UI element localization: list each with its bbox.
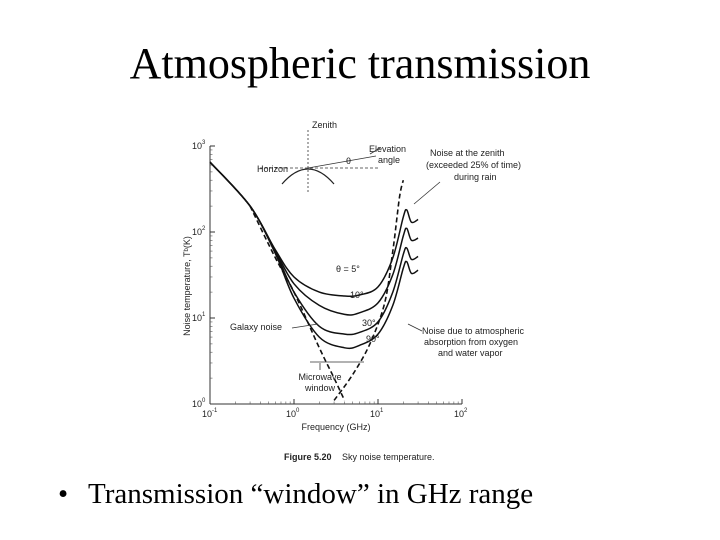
label-rain-2: (exceeded 25% of time) [426,160,521,170]
y-tick-label: 10 [192,141,202,151]
y-tick-label: 10 [192,227,202,237]
label-window: window [304,383,336,393]
x-tick-label: 10 [370,409,380,419]
series-line-4 [249,205,346,401]
y-tick-label: 10 [192,313,202,323]
bullet-text: Transmission “window” in GHz range [88,478,534,510]
x-tick-exponent: 1 [380,408,384,414]
chart-ticks: 10 010 110 210 310 -1 10 0 10 1 10 2 [192,140,468,419]
label-10-deg: 10° [350,290,364,300]
label-theta: θ [346,156,351,166]
label-30-deg: 30° [362,318,376,328]
chart-series [209,161,419,401]
label-atm-2: absorption from oxygen [424,337,518,347]
series-line-3 [209,161,419,350]
y-tick-exponent: 3 [202,140,206,146]
label-microwave: Microwave [298,372,341,382]
rain-pointer [413,181,441,205]
label-atm-1: Noise due to atmospheric [422,326,525,336]
x-tick-label: 10 [454,409,464,419]
x-axis-label: Frequency (GHz) [301,422,370,432]
galaxy-pointer [291,323,319,329]
label-theta-5: θ = 5° [336,264,360,274]
label-horizon: Horizon [257,164,288,174]
series-line-0 [209,161,419,298]
label-rain-1: Noise at the zenith [430,148,505,158]
label-rain-3: during rain [454,172,497,182]
slide-title: Atmospheric transmission [129,39,591,88]
label-angle: angle [378,155,400,165]
label-atm-3: and water vapor [438,348,503,358]
y-tick-exponent: 0 [202,398,206,404]
label-elevation: Elevation [369,144,406,154]
y-axis-label: Noise temperature, Tᵇ(K) [182,236,192,336]
elevation-pointer [369,147,381,155]
bullet-item: • Transmission “window” in GHz range [58,478,698,511]
figure-number: Figure 5.20 [284,452,332,462]
y-tick-exponent: 1 [202,312,206,318]
sky-noise-chart: 10 010 110 210 310 -1 10 0 10 1 10 2 Noise temperat… [182,120,525,462]
label-90-deg: 90° [366,334,380,344]
chart-axes [209,146,462,405]
series-line-2 [209,161,419,336]
figure-caption: Sky noise temperature. [342,452,435,462]
elevation-inset [260,130,381,194]
x-tick-exponent: 2 [464,408,468,414]
y-tick-label: 10 [192,399,202,409]
label-galaxy-noise: Galaxy noise [230,322,282,332]
series-line-5 [333,180,405,401]
atm-pointer [407,323,423,332]
earth-arc [281,168,335,185]
elevation-ray [307,155,377,169]
bullet-marker: • [58,478,69,510]
y-tick-exponent: 2 [202,226,206,232]
x-tick-exponent: -1 [212,408,218,414]
sky-noise-figure: 10 0 10 1 10 2 10 3 10 -1 10 0 10 1 10 2 Noise temperat… [170,112,550,474]
label-zenith: Zenith [312,120,337,130]
x-tick-label: 10 [286,409,296,419]
x-tick-label: 10 [202,409,212,419]
x-tick-exponent: 0 [296,408,300,414]
